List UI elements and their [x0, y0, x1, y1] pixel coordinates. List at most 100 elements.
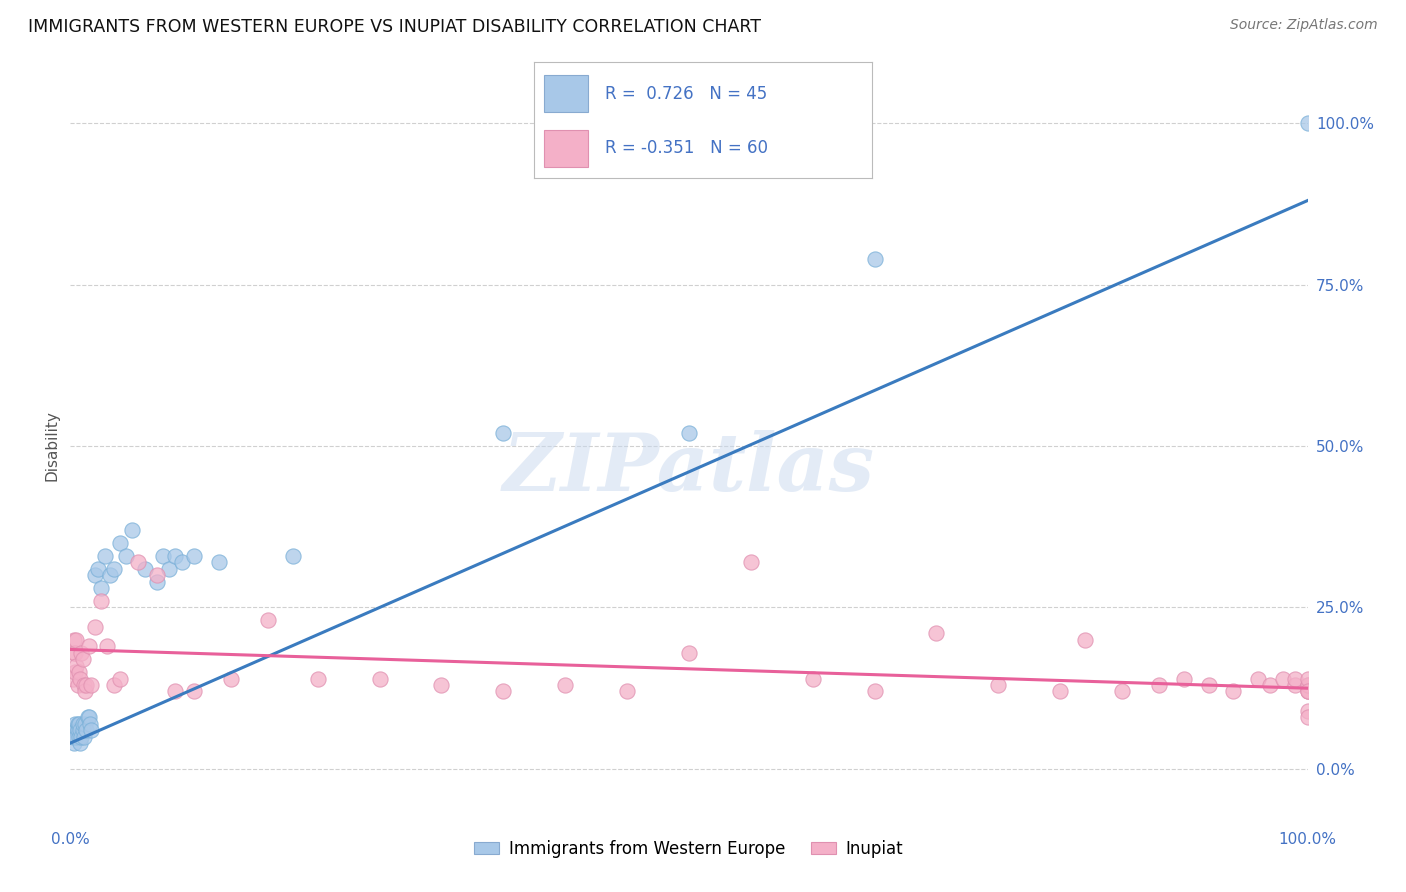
Point	[63, 736, 86, 750]
Point	[72, 716, 94, 731]
Point	[72, 723, 94, 738]
Point	[98, 568, 121, 582]
Point	[492, 426, 515, 441]
Point	[65, 665, 87, 679]
Point	[84, 568, 107, 582]
Text: ZIPatlas: ZIPatlas	[503, 430, 875, 508]
Point	[1111, 684, 1133, 698]
Point	[72, 652, 94, 666]
Point	[1296, 684, 1319, 698]
Point	[66, 723, 89, 738]
Point	[492, 684, 515, 698]
Point	[65, 646, 87, 660]
Point	[63, 646, 86, 660]
Point	[96, 639, 118, 653]
Point	[157, 562, 180, 576]
Point	[1296, 678, 1319, 692]
Point	[1296, 684, 1319, 698]
Point	[63, 632, 86, 647]
Point	[94, 549, 117, 563]
Point	[801, 672, 824, 686]
Point	[1271, 672, 1294, 686]
Point	[925, 626, 948, 640]
Point	[73, 678, 96, 692]
Point	[65, 730, 87, 744]
Point	[208, 555, 231, 569]
Point	[1296, 684, 1319, 698]
Point	[1296, 710, 1319, 724]
Point	[69, 736, 91, 750]
Point	[108, 536, 131, 550]
Point	[863, 252, 886, 266]
Point	[75, 723, 97, 738]
Point	[281, 549, 304, 563]
Point	[430, 678, 453, 692]
Point	[1198, 678, 1220, 692]
Point	[66, 678, 89, 692]
FancyBboxPatch shape	[544, 129, 588, 167]
Point	[183, 549, 205, 563]
Point	[69, 723, 91, 738]
Point	[368, 672, 391, 686]
Point	[65, 658, 87, 673]
Text: IMMIGRANTS FROM WESTERN EUROPE VS INUPIAT DISABILITY CORRELATION CHART: IMMIGRANTS FROM WESTERN EUROPE VS INUPIA…	[28, 18, 761, 36]
Point	[63, 723, 86, 738]
Text: R =  0.726   N = 45: R = 0.726 N = 45	[605, 85, 768, 103]
Point	[1147, 678, 1170, 692]
Y-axis label: Disability: Disability	[44, 410, 59, 482]
Point	[152, 549, 174, 563]
Point	[80, 678, 103, 692]
Point	[77, 710, 100, 724]
Point	[1049, 684, 1071, 698]
Point	[103, 562, 125, 576]
Point	[70, 646, 93, 660]
Point	[84, 620, 107, 634]
Point	[67, 665, 90, 679]
Point	[554, 678, 576, 692]
Point	[62, 672, 84, 686]
Point	[86, 562, 108, 576]
Point	[65, 730, 87, 744]
Point	[1284, 672, 1306, 686]
Point	[67, 730, 90, 744]
Point	[1296, 672, 1319, 686]
Point	[740, 555, 762, 569]
Legend: Immigrants from Western Europe, Inupiat: Immigrants from Western Europe, Inupiat	[468, 833, 910, 864]
Point	[115, 549, 138, 563]
Point	[146, 568, 169, 582]
Point	[1074, 632, 1097, 647]
Point	[1296, 678, 1319, 692]
Point	[678, 426, 700, 441]
Text: R = -0.351   N = 60: R = -0.351 N = 60	[605, 139, 768, 157]
Point	[75, 678, 97, 692]
Point	[863, 684, 886, 698]
Point	[307, 672, 329, 686]
Point	[134, 562, 156, 576]
Point	[165, 549, 187, 563]
Point	[69, 672, 91, 686]
Point	[65, 716, 87, 731]
Point	[66, 716, 89, 731]
Point	[1260, 678, 1282, 692]
Point	[67, 716, 90, 731]
Point	[121, 523, 143, 537]
Point	[1173, 672, 1195, 686]
Point	[108, 672, 131, 686]
Point	[219, 672, 242, 686]
Point	[183, 684, 205, 698]
Point	[1284, 678, 1306, 692]
Point	[79, 716, 101, 731]
Point	[62, 730, 84, 744]
Point	[165, 684, 187, 698]
Point	[76, 710, 98, 724]
Point	[987, 678, 1010, 692]
Point	[170, 555, 193, 569]
Point	[146, 574, 169, 589]
Point	[80, 723, 103, 738]
Point	[678, 646, 700, 660]
Point	[257, 614, 280, 628]
Point	[75, 716, 97, 731]
FancyBboxPatch shape	[544, 75, 588, 112]
Point	[616, 684, 638, 698]
Point	[70, 730, 93, 744]
